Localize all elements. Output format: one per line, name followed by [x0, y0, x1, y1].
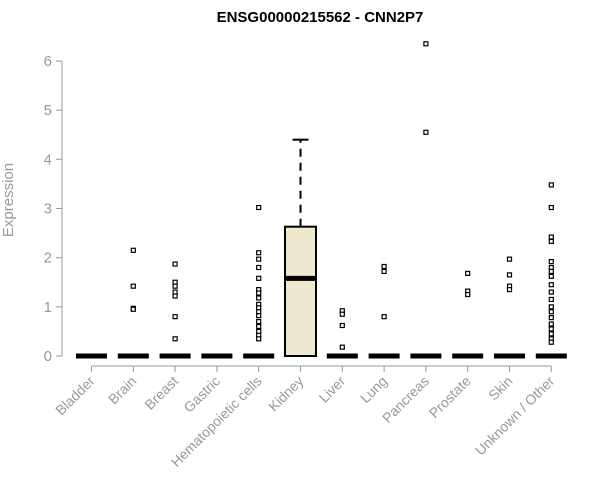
outlier-point — [548, 234, 554, 240]
outlier-point — [172, 336, 178, 342]
x-tick-label: Bladder — [52, 373, 98, 419]
chart-title: ENSG00000215562 - CNN2P7 — [217, 9, 424, 26]
y-tick-label: 1 — [44, 299, 52, 316]
y-tick-label: 4 — [44, 151, 52, 168]
outlier-point — [506, 287, 513, 293]
median-bar — [201, 353, 233, 359]
x-tick-label: Skin — [485, 373, 516, 404]
y-tick-label: 6 — [44, 53, 52, 70]
outlier-point — [256, 313, 262, 319]
outlier-point — [256, 204, 262, 211]
outlier-point — [548, 289, 554, 295]
median-bar — [535, 353, 567, 359]
x-tick-label: Unknown / Other — [472, 373, 558, 459]
outlier-point — [548, 309, 554, 315]
outlier-point — [423, 129, 429, 135]
outlier-point — [548, 315, 554, 321]
outlier-point — [506, 256, 513, 262]
outlier-point — [256, 318, 262, 325]
outlier-point — [339, 344, 345, 350]
outlier-point — [548, 339, 554, 345]
outlier-point — [339, 311, 345, 317]
y-axis-label: Expression — [0, 163, 17, 237]
y-tick-label: 0 — [44, 348, 52, 365]
outlier-point — [548, 259, 554, 265]
outlier-point — [256, 295, 262, 301]
outlier-point — [256, 323, 262, 330]
outlier-point — [256, 250, 262, 256]
median-bar — [494, 353, 525, 359]
outlier-point — [256, 336, 262, 342]
outlier-point — [548, 331, 554, 337]
outlier-point — [548, 182, 554, 188]
outlier-point — [172, 283, 178, 289]
outlier-point — [548, 321, 554, 327]
outlier-point — [548, 204, 554, 211]
outlier-point — [548, 296, 554, 303]
x-tick-label: Kidney — [265, 373, 307, 415]
median-bar — [326, 353, 358, 359]
outlier-point — [256, 256, 262, 262]
outlier-point — [465, 291, 471, 298]
x-tick-label: Prostate — [426, 373, 474, 421]
outlier-point — [548, 268, 554, 275]
x-tick-label: Liver — [316, 373, 349, 406]
outlier-point — [256, 275, 262, 281]
outlier-point — [548, 282, 554, 288]
outlier-point — [172, 314, 178, 320]
outlier-point — [381, 268, 387, 275]
outlier-point — [172, 261, 178, 267]
outlier-point — [423, 41, 429, 47]
outlier-point — [130, 247, 136, 253]
y-tick-label: 2 — [44, 250, 52, 267]
median-bar — [117, 353, 149, 359]
outlier-point — [256, 290, 262, 296]
outlier-point — [172, 293, 178, 299]
x-tick-label: Lung — [357, 373, 390, 406]
outlier-point — [548, 326, 554, 332]
x-tick-label: Brain — [105, 373, 139, 407]
outlier-point — [130, 306, 136, 312]
outlier-point — [465, 270, 471, 276]
outlier-point — [130, 283, 136, 289]
outlier-point — [548, 273, 554, 279]
outlier-point — [381, 314, 387, 320]
outlier-point — [256, 264, 262, 271]
x-tick-label: Breast — [141, 373, 181, 413]
box — [284, 225, 317, 357]
y-tick-label: 5 — [44, 102, 52, 119]
median-bar — [452, 353, 484, 359]
median-bar — [410, 353, 442, 359]
outlier-point — [548, 304, 554, 310]
median-bar — [243, 353, 275, 359]
median-bar — [159, 353, 191, 359]
median-bar — [76, 353, 107, 359]
outlier-point — [381, 263, 387, 270]
outlier-point — [548, 238, 554, 245]
outlier-point — [506, 272, 513, 278]
outlier-point — [339, 322, 345, 329]
y-tick-label: 3 — [44, 201, 52, 218]
median-bar — [368, 353, 400, 359]
